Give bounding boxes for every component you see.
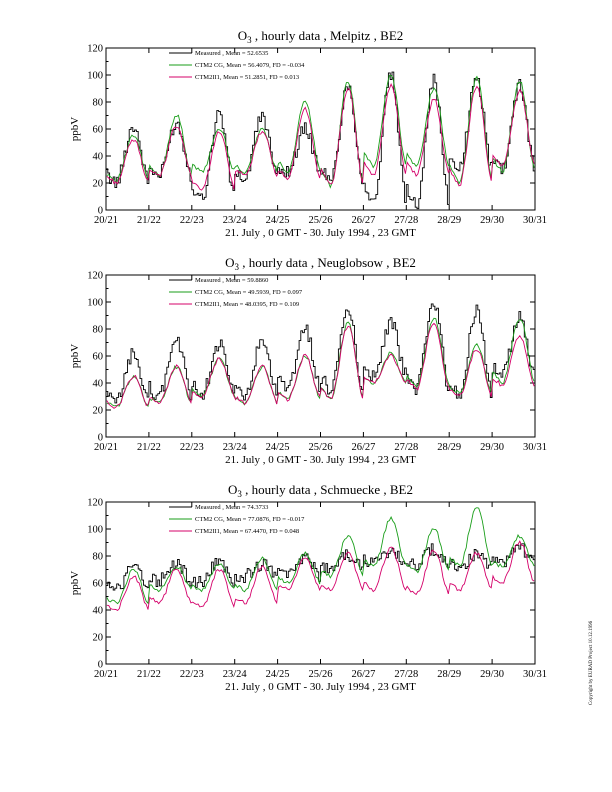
x-tick-label: 23/24 xyxy=(223,442,248,453)
y-tick-label: 0 xyxy=(98,660,103,671)
y-tick-label: 20 xyxy=(93,179,104,190)
y-tick-label: 20 xyxy=(93,406,104,417)
y-tick-label: 60 xyxy=(93,125,104,136)
x-tick-label: 20/21 xyxy=(94,669,118,680)
x-tick-label: 28/29 xyxy=(437,669,461,680)
x-tick-label: 28/29 xyxy=(437,215,461,226)
legend-entry-cg: CTM2 CG, Mean = 49.5939, FD = 0.097 xyxy=(195,289,303,296)
chart-panel-3: O3 , hourly data , Schmuecke , BE2 0 20 40 6… xyxy=(69,482,547,693)
legend-entry-ctm: CTM2II1, Mean = 67.4470, FD = 0.048 xyxy=(195,528,299,535)
x-tick-label: 25/26 xyxy=(309,215,333,226)
y-tick-label: 100 xyxy=(87,298,103,309)
x-axis-label: 21. July , 0 GMT - 30. July 1994 , 23 GM… xyxy=(225,454,416,466)
y-tick-label: 20 xyxy=(93,633,104,644)
y-axis-label: ppbV xyxy=(69,571,81,596)
x-tick-label: 22/23 xyxy=(180,215,204,226)
y-tick-label: 40 xyxy=(93,606,104,617)
y-tick-label: 100 xyxy=(87,525,103,536)
y-tick-label: 40 xyxy=(93,379,104,390)
x-tick-label: 30/31 xyxy=(523,442,547,453)
x-tick-label: 25/26 xyxy=(309,442,333,453)
series-line-ctm xyxy=(106,322,535,409)
legend-entry-cg: CTM2 CG, Mean = 56.4079, FD = -0.034 xyxy=(195,62,305,69)
legend-entry-cg: CTM2 CG, Mean = 77.0876, FD = -0.017 xyxy=(195,516,305,523)
x-tick-label: 22/23 xyxy=(180,442,204,453)
x-tick-label: 28/29 xyxy=(437,442,461,453)
x-tick-label: 21/22 xyxy=(137,215,161,226)
x-tick-label: 24/25 xyxy=(266,669,290,680)
x-tick-label: 30/31 xyxy=(523,669,547,680)
y-tick-label: 0 xyxy=(98,433,103,444)
chart-title: O3 , hourly data , Schmuecke , BE2 xyxy=(228,482,413,499)
y-tick-label: 100 xyxy=(87,71,103,82)
x-tick-label: 26/27 xyxy=(351,669,375,680)
x-tick-label: 21/22 xyxy=(137,442,161,453)
y-tick-label: 80 xyxy=(93,98,104,109)
x-tick-label: 22/23 xyxy=(180,669,204,680)
y-tick-label: 120 xyxy=(87,498,103,509)
legend-entry-ctm: CTM2II1, Mean = 51.2851, FD = 0.013 xyxy=(195,74,299,81)
legend-entry-measured: Measured , Mean = 52.6535 xyxy=(195,50,268,57)
y-tick-label: 60 xyxy=(93,352,104,363)
copyright-note: Copyright by EURAD Project 10.12.1996 xyxy=(589,620,594,705)
x-tick-label: 29/30 xyxy=(480,215,504,226)
x-tick-label: 27/28 xyxy=(394,215,418,226)
chart-title: O3 , hourly data , Neuglobsow , BE2 xyxy=(225,255,416,272)
x-tick-label: 27/28 xyxy=(394,669,418,680)
chart-panel-2: O3 , hourly data , Neuglobsow , BE2 0 20 40… xyxy=(69,255,547,466)
x-tick-label: 29/30 xyxy=(480,442,504,453)
y-tick-label: 40 xyxy=(93,152,104,163)
series-line-measured xyxy=(106,303,535,404)
x-tick-label: 24/25 xyxy=(266,215,290,226)
x-tick-label: 25/26 xyxy=(309,669,333,680)
y-tick-label: 120 xyxy=(87,44,103,55)
chart-title: O3 , hourly data , Melpitz , BE2 xyxy=(238,28,404,45)
legend-entry-ctm: CTM2II1, Mean = 48.0395, FD = 0.109 xyxy=(195,301,299,308)
y-tick-label: 120 xyxy=(87,271,103,282)
x-tick-label: 23/24 xyxy=(223,669,248,680)
x-tick-label: 20/21 xyxy=(94,442,118,453)
x-tick-label: 24/25 xyxy=(266,442,290,453)
y-axis-label: ppbV xyxy=(69,344,81,369)
chart-panel-1: O3 , hourly data , Melpitz , BE2 0 20 40 60 8… xyxy=(69,28,547,239)
x-tick-label: 21/22 xyxy=(137,669,161,680)
x-tick-label: 29/30 xyxy=(480,669,504,680)
x-tick-label: 26/27 xyxy=(351,442,375,453)
y-axis-label: ppbV xyxy=(69,117,81,142)
y-tick-label: 80 xyxy=(93,325,104,336)
y-tick-label: 80 xyxy=(93,552,104,563)
series-line-ctm xyxy=(106,83,535,191)
x-axis-label: 21. July , 0 GMT - 30. July 1994 , 23 GM… xyxy=(225,227,416,239)
y-tick-label: 60 xyxy=(93,579,104,590)
x-tick-label: 23/24 xyxy=(223,215,248,226)
x-tick-label: 20/21 xyxy=(94,215,118,226)
series-line-cg xyxy=(106,507,535,605)
x-tick-label: 30/31 xyxy=(523,215,547,226)
x-tick-label: 26/27 xyxy=(351,215,375,226)
plot-frame xyxy=(105,47,536,211)
x-axis-label: 21. July , 0 GMT - 30. July 1994 , 23 GM… xyxy=(225,681,416,693)
series-line-measured xyxy=(106,543,535,591)
y-tick-label: 0 xyxy=(98,206,103,217)
legend-entry-measured: Measured , Mean = 59.8860 xyxy=(195,277,268,284)
x-tick-label: 27/28 xyxy=(394,442,418,453)
series-line-ctm xyxy=(106,540,535,611)
legend-entry-measured: Measured , Mean = 74.3733 xyxy=(195,504,268,511)
